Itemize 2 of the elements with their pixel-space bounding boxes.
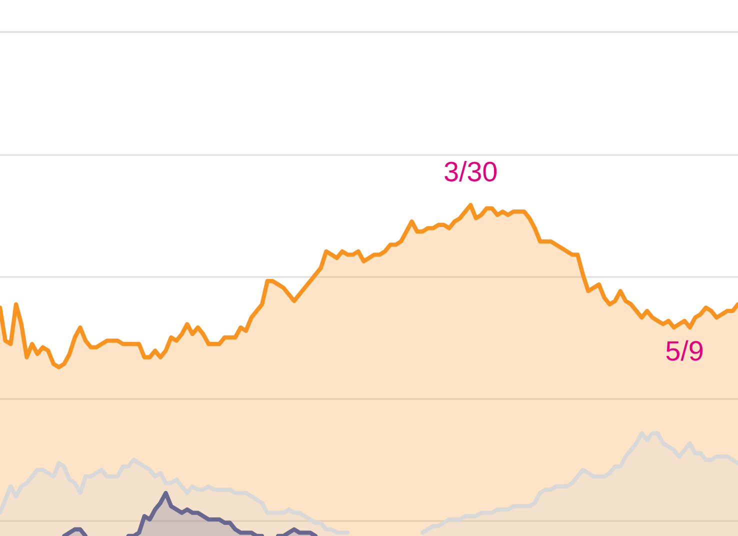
x-tick-label: 5/9 xyxy=(666,340,703,361)
x-tick-label: 3/30 xyxy=(444,161,497,182)
